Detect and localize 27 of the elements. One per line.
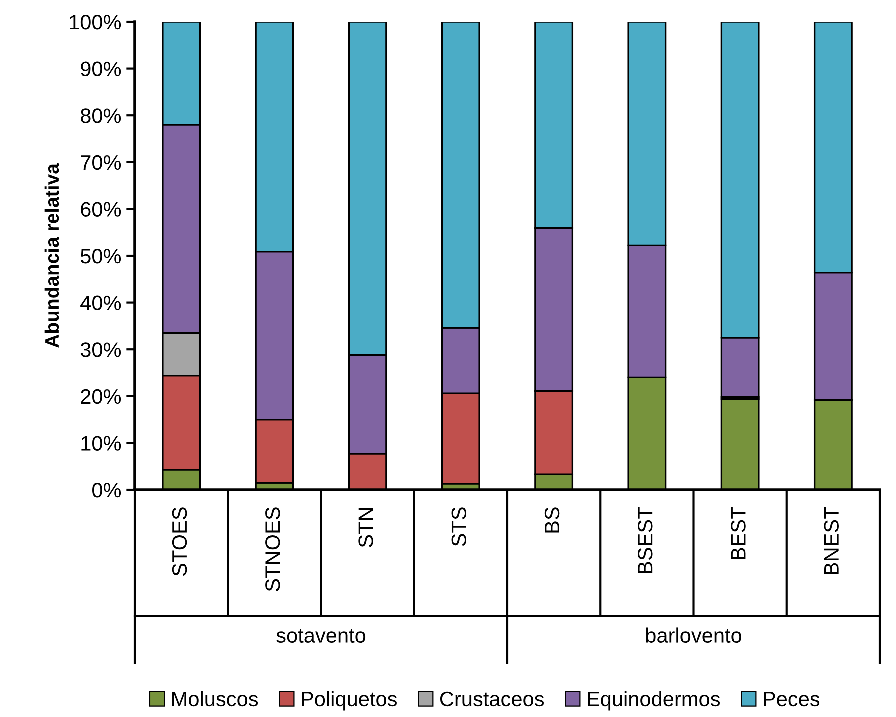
- y-tick-label: 80%: [81, 108, 122, 124]
- x-tick-label: STNOES: [266, 508, 280, 592]
- y-tick-label: 90%: [81, 62, 122, 77]
- y-tick-label: 40%: [80, 296, 122, 311]
- y-tick-label: 50%: [80, 249, 122, 264]
- x-tick-label: BEST: [731, 507, 746, 560]
- y-tick-label: 100%: [70, 15, 122, 30]
- x-tick-label: BS: [544, 508, 560, 533]
- y-tick-label: 10%: [82, 436, 122, 451]
- legend-label: Equinodermos: [588, 691, 720, 711]
- legend-label: Moluscos: [172, 691, 258, 707]
- x-tick-label: STN: [358, 508, 374, 548]
- y-tick-label: 0%: [92, 483, 122, 498]
- y-tick-label: 20%: [81, 389, 122, 404]
- y-tick-label: 60%: [81, 202, 122, 217]
- x-tick-label: BSEST: [638, 507, 653, 574]
- text: sotavento: [276, 629, 366, 644]
- x-tick-label: STS: [452, 508, 467, 546]
- legend-label: Poliquetos: [302, 691, 397, 711]
- y-tick-label: 70%: [81, 155, 122, 170]
- y-tick-label: 30%: [80, 342, 122, 358]
- text: barlovento: [646, 628, 742, 644]
- legend-label: Crustaceos: [440, 692, 544, 707]
- y-axis-title: Abundancia relativa: [44, 163, 60, 348]
- legend-label: Peces: [764, 692, 820, 707]
- x-tick-label: STOES: [172, 508, 188, 576]
- x-tick-label: BNEST: [824, 507, 840, 574]
